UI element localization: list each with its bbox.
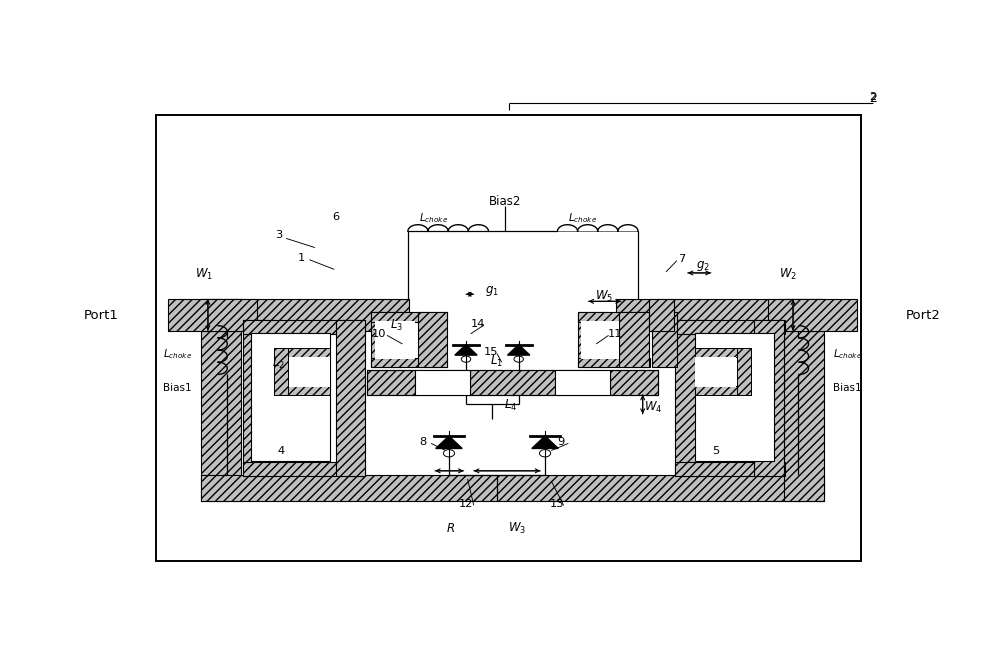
Bar bbox=[274, 348, 288, 395]
Text: 6: 6 bbox=[332, 212, 339, 222]
Text: $R$: $R$ bbox=[446, 522, 455, 535]
Text: Bias1: Bias1 bbox=[833, 383, 862, 393]
Bar bbox=[371, 312, 447, 322]
Bar bbox=[371, 358, 447, 367]
Bar bbox=[470, 370, 555, 395]
Bar bbox=[375, 321, 415, 359]
Text: 10: 10 bbox=[372, 329, 386, 339]
Text: Port2: Port2 bbox=[906, 308, 941, 322]
Text: $W_1$: $W_1$ bbox=[195, 268, 213, 283]
Text: 11: 11 bbox=[608, 329, 622, 339]
Bar bbox=[555, 370, 610, 395]
Bar bbox=[371, 312, 401, 367]
Text: 1: 1 bbox=[298, 252, 305, 263]
Text: 2: 2 bbox=[869, 92, 877, 105]
Text: $W_3$: $W_3$ bbox=[508, 521, 526, 536]
Text: $W_2$: $W_2$ bbox=[779, 268, 797, 283]
Text: $L_{choke}$: $L_{choke}$ bbox=[419, 212, 448, 225]
Bar bbox=[578, 312, 650, 322]
Text: $W_4$: $W_4$ bbox=[644, 401, 663, 415]
Text: Bias2: Bias2 bbox=[489, 195, 521, 208]
Bar bbox=[418, 312, 447, 367]
Text: $L_1$: $L_1$ bbox=[490, 354, 504, 369]
Bar bbox=[578, 312, 608, 367]
Text: 12: 12 bbox=[459, 500, 473, 509]
Text: $W_5$: $W_5$ bbox=[595, 289, 613, 304]
Bar bbox=[168, 299, 257, 331]
Text: $L_3$: $L_3$ bbox=[390, 318, 403, 333]
Polygon shape bbox=[508, 345, 530, 355]
Text: $L_{choke}$: $L_{choke}$ bbox=[163, 347, 192, 361]
Bar bbox=[274, 386, 330, 395]
Bar bbox=[675, 320, 705, 476]
Bar bbox=[768, 299, 857, 331]
Bar bbox=[201, 299, 409, 331]
Bar bbox=[652, 312, 677, 367]
Text: 2: 2 bbox=[869, 92, 876, 102]
Text: $L_2$: $L_2$ bbox=[272, 356, 285, 371]
Bar bbox=[243, 462, 365, 476]
Text: 15: 15 bbox=[484, 347, 498, 357]
Text: $L_{choke}$: $L_{choke}$ bbox=[833, 347, 862, 361]
Bar bbox=[201, 299, 241, 501]
Text: 13: 13 bbox=[550, 500, 565, 509]
Circle shape bbox=[539, 449, 551, 457]
Bar bbox=[649, 299, 674, 331]
Bar bbox=[251, 333, 330, 461]
Bar bbox=[695, 386, 751, 395]
Bar bbox=[156, 115, 861, 561]
Polygon shape bbox=[455, 345, 477, 355]
Bar bbox=[610, 370, 658, 395]
Circle shape bbox=[514, 356, 523, 362]
Text: 7: 7 bbox=[678, 254, 685, 264]
Bar bbox=[619, 312, 649, 367]
Bar bbox=[578, 358, 650, 367]
Bar bbox=[581, 321, 619, 359]
Text: 3: 3 bbox=[275, 231, 282, 241]
Bar bbox=[616, 299, 824, 331]
Circle shape bbox=[443, 449, 455, 457]
Bar bbox=[754, 320, 784, 476]
Bar bbox=[243, 320, 272, 476]
Polygon shape bbox=[532, 436, 558, 449]
Text: $L_{choke}$: $L_{choke}$ bbox=[568, 212, 597, 225]
Bar bbox=[243, 320, 365, 334]
Bar bbox=[675, 462, 785, 476]
Text: $g_1$: $g_1$ bbox=[485, 284, 499, 298]
Text: 5: 5 bbox=[712, 445, 719, 455]
Text: 8: 8 bbox=[420, 437, 427, 447]
Polygon shape bbox=[436, 436, 462, 449]
Bar bbox=[678, 333, 782, 462]
Bar bbox=[695, 348, 751, 357]
Circle shape bbox=[461, 356, 471, 362]
Bar bbox=[695, 357, 736, 387]
Bar bbox=[784, 299, 824, 501]
Text: 4: 4 bbox=[278, 445, 285, 455]
Text: $L_4$: $L_4$ bbox=[504, 398, 517, 413]
Text: 9: 9 bbox=[557, 437, 564, 447]
Text: Bias1: Bias1 bbox=[163, 383, 192, 393]
Bar bbox=[415, 370, 470, 395]
Bar bbox=[367, 370, 415, 395]
Bar bbox=[245, 333, 361, 462]
Bar bbox=[274, 348, 330, 357]
Text: $g_2$: $g_2$ bbox=[696, 259, 710, 273]
Bar bbox=[675, 320, 785, 334]
Bar bbox=[201, 475, 824, 501]
Bar bbox=[737, 348, 751, 395]
Bar bbox=[336, 320, 365, 476]
Bar bbox=[695, 333, 774, 461]
Bar bbox=[289, 357, 330, 387]
Text: 14: 14 bbox=[470, 319, 485, 329]
Text: Port1: Port1 bbox=[84, 308, 119, 322]
